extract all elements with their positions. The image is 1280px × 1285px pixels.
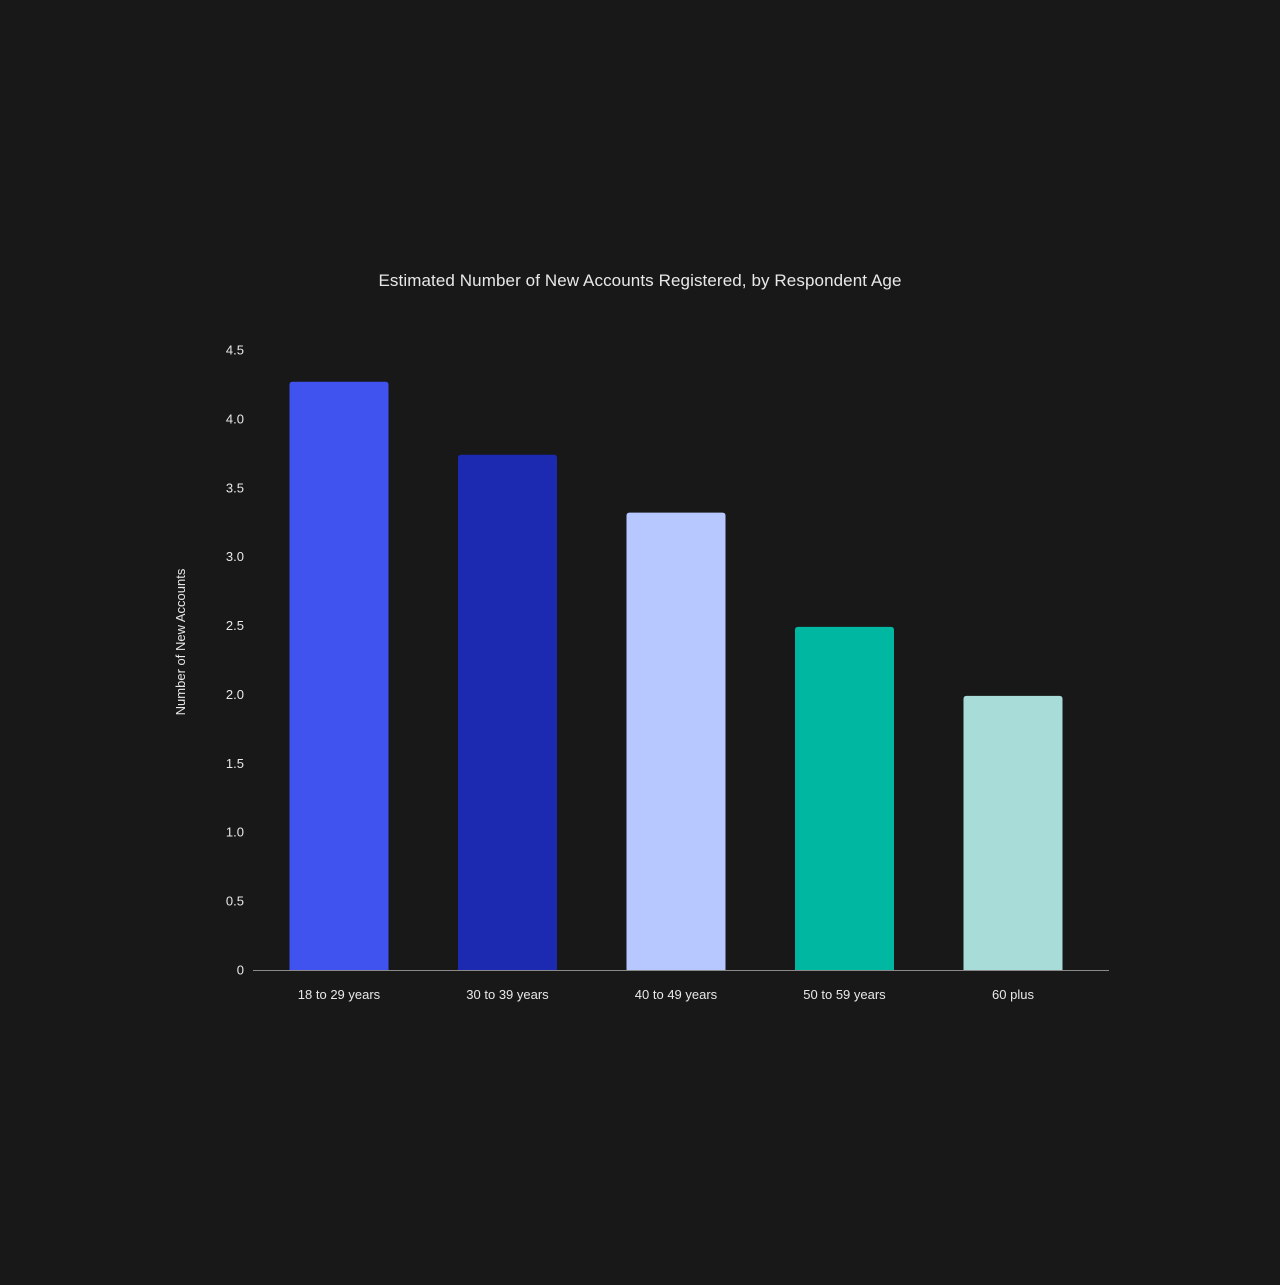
- bar: [963, 695, 1063, 970]
- y-axis-ticks: 0 0.5 1.0 1.5 2.0 2.5 3.0 3.5 4.0 4.5: [226, 343, 244, 978]
- bar: [795, 626, 894, 970]
- x-tick-label: 18 to 29 years: [298, 987, 381, 1002]
- x-tick-label: 40 to 49 years: [635, 987, 718, 1002]
- y-tick-label: 3.5: [226, 480, 244, 495]
- x-axis-ticks: 18 to 29 years 30 to 39 years 40 to 49 yea…: [298, 987, 1035, 1002]
- y-tick-label: 4.5: [226, 343, 244, 358]
- y-tick-label: 1.5: [226, 756, 244, 771]
- y-tick-label: 2.5: [226, 618, 244, 633]
- x-tick-label: 50 to 59 years: [803, 987, 886, 1002]
- bar: [458, 454, 557, 970]
- y-tick-label: 1.0: [226, 825, 244, 840]
- bar: [626, 512, 726, 970]
- bar: [289, 381, 389, 970]
- y-tick-label: 0.5: [226, 894, 244, 909]
- x-tick-label: 30 to 39 years: [466, 987, 549, 1002]
- y-tick-label: 2.0: [226, 687, 244, 702]
- bars: [289, 381, 1063, 970]
- y-tick-label: 0: [237, 963, 244, 978]
- x-tick-label: 60 plus: [992, 987, 1034, 1002]
- chart-title: Estimated Number of New Accounts Registe…: [378, 271, 902, 290]
- y-tick-label: 4.0: [226, 411, 244, 426]
- y-axis-label: Number of New Accounts: [173, 568, 188, 715]
- y-tick-label: 3.0: [226, 549, 244, 564]
